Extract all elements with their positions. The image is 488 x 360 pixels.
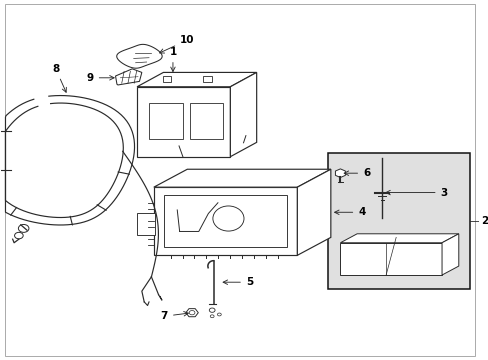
Polygon shape xyxy=(441,234,458,275)
Text: 5: 5 xyxy=(223,277,253,287)
Bar xyxy=(163,76,171,82)
Circle shape xyxy=(209,308,215,312)
Polygon shape xyxy=(297,169,330,255)
Polygon shape xyxy=(137,72,256,87)
Polygon shape xyxy=(230,72,256,157)
Text: 1: 1 xyxy=(169,47,176,72)
Polygon shape xyxy=(164,195,286,247)
Bar xyxy=(203,76,211,82)
Polygon shape xyxy=(340,243,441,275)
Circle shape xyxy=(217,313,221,316)
Bar xyxy=(189,103,223,139)
Polygon shape xyxy=(115,69,142,85)
Ellipse shape xyxy=(212,206,244,231)
Text: 8: 8 xyxy=(52,64,66,92)
Circle shape xyxy=(189,311,195,315)
Text: 3: 3 xyxy=(385,188,447,198)
Text: 9: 9 xyxy=(86,73,114,83)
Polygon shape xyxy=(154,187,297,255)
Polygon shape xyxy=(137,87,230,157)
Polygon shape xyxy=(154,169,330,187)
Circle shape xyxy=(19,225,29,232)
Bar xyxy=(137,213,155,235)
Bar xyxy=(328,153,468,289)
Circle shape xyxy=(15,232,23,239)
Text: 2: 2 xyxy=(481,216,488,226)
Text: 6: 6 xyxy=(344,168,369,178)
Polygon shape xyxy=(340,234,458,243)
Bar xyxy=(149,103,182,139)
Polygon shape xyxy=(117,44,162,68)
Text: 4: 4 xyxy=(334,207,365,217)
Circle shape xyxy=(210,315,214,318)
Text: 7: 7 xyxy=(161,311,188,321)
Text: 10: 10 xyxy=(159,35,194,53)
